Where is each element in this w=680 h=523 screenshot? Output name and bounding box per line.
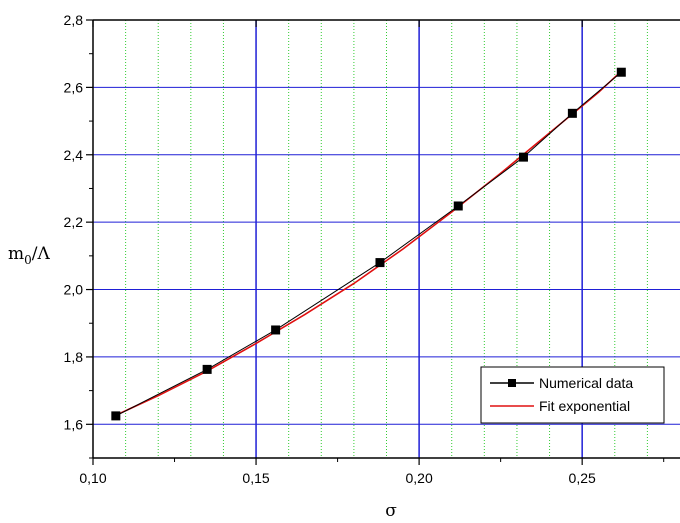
y-axis-label-subscript: 0 — [24, 253, 32, 267]
x-tick-label: 0,20 — [405, 470, 432, 486]
x-axis-label: σ — [385, 501, 397, 521]
numerical-data-point — [453, 201, 463, 211]
numerical-data-line — [115, 71, 622, 417]
y-axis-label-main: m — [8, 244, 24, 264]
y-tick-label: 2,6 — [64, 79, 84, 95]
legend-numerical-data-marker — [508, 379, 516, 387]
legend: Numerical data Fit exponential — [480, 366, 665, 424]
major-grid — [93, 20, 680, 458]
numerical-data-point — [518, 152, 528, 162]
legend-fit-exponential-label: Fit exponential — [539, 398, 630, 414]
y-axis-label: m0/Λ — [8, 244, 50, 267]
x-tick-label: 0,15 — [242, 470, 269, 486]
numerical-data-point — [375, 258, 385, 268]
numerical-data-point — [111, 411, 121, 421]
numerical-data-point — [271, 325, 281, 335]
x-axis-ticks: 0,10 0,15 0,20 0,25 — [79, 20, 665, 486]
y-axis-ticks: 1,6 1,8 2,0 2,2 2,4 2,6 2,8 — [64, 12, 93, 459]
numerical-data-point — [567, 108, 577, 118]
y-tick-label: 2,0 — [64, 282, 84, 298]
y-tick-label: 2,4 — [64, 147, 84, 163]
fit-series — [115, 70, 622, 416]
x-tick-label: 0,25 — [569, 470, 596, 486]
y-tick-label: 1,8 — [64, 349, 84, 365]
y-axis-label-rest: /Λ — [32, 244, 51, 264]
y-tick-label: 2,8 — [64, 12, 84, 28]
numerical-data-series — [111, 67, 626, 421]
legend-box — [480, 366, 665, 424]
x-tick-label: 0,10 — [79, 470, 106, 486]
numerical-data-point — [202, 364, 212, 374]
minor-grid — [125, 20, 648, 458]
legend-numerical-data-label: Numerical data — [539, 375, 633, 391]
y-tick-label: 2,2 — [64, 214, 84, 230]
numerical-data-point — [616, 67, 626, 77]
fit-exponential-line — [115, 70, 622, 416]
y-tick-label: 1,6 — [64, 416, 84, 432]
